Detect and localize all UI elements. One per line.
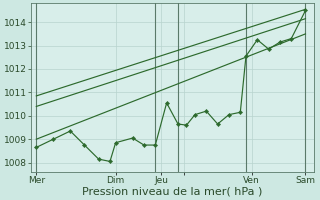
X-axis label: Pression niveau de la mer( hPa ): Pression niveau de la mer( hPa ) [82,187,262,197]
